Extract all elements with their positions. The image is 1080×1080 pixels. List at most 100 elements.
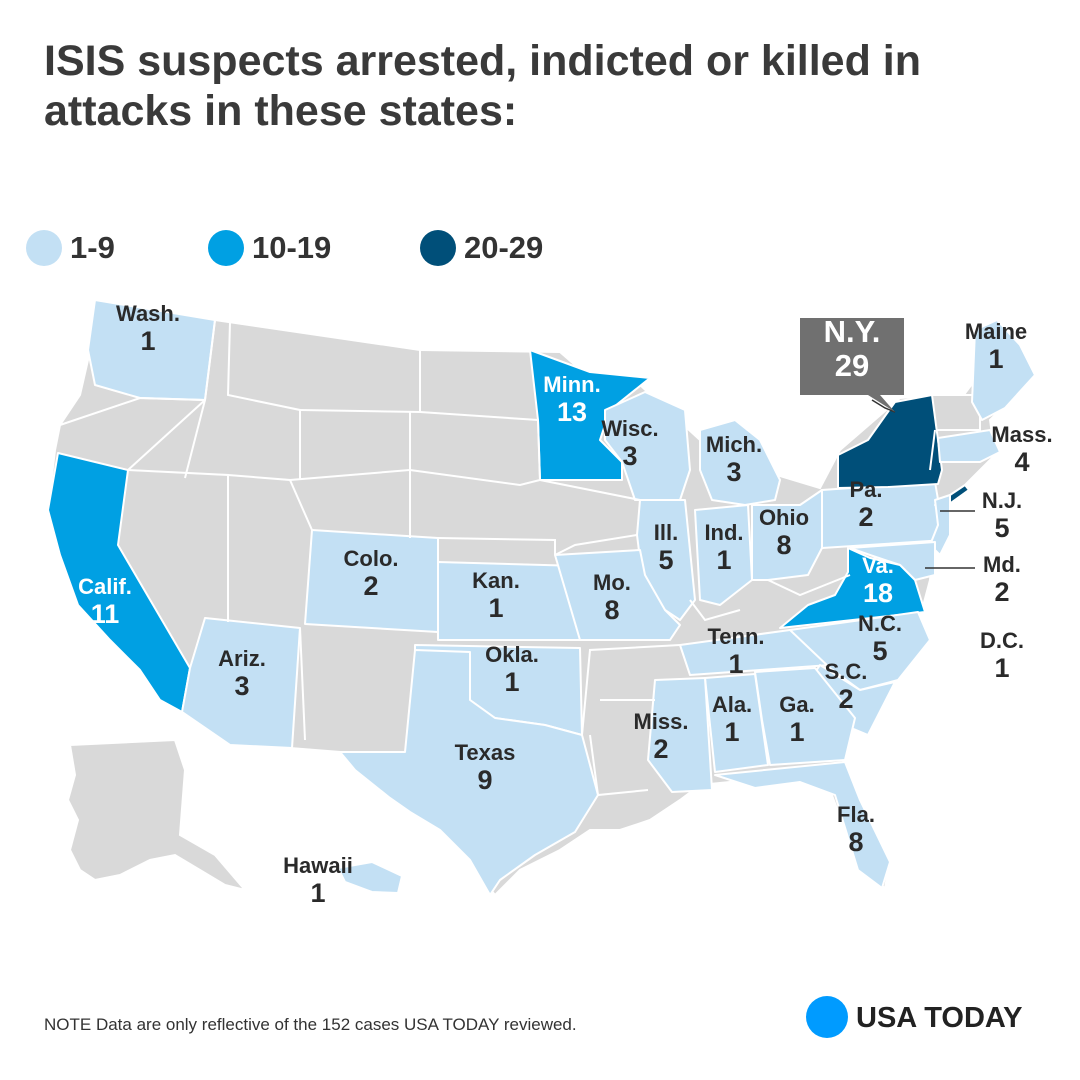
brand-circle-icon (806, 996, 848, 1038)
state-name-ohio: Ohio (759, 505, 809, 530)
state-name-maine: Maine (965, 319, 1027, 344)
state-maine-shape (971, 319, 1036, 421)
border-line (204, 319, 216, 401)
border-line (767, 574, 851, 597)
border-line (554, 534, 638, 556)
state-name-fla: Fla. (837, 802, 875, 827)
usa-today-logo: USA TODAY (806, 996, 1046, 1040)
state-name-minn: Minn. (543, 372, 600, 397)
state-miss-shape (647, 677, 713, 793)
state-count-ga: 1 (789, 717, 804, 747)
state-name-ga: Ga. (779, 692, 814, 717)
state-count-wisc: 3 (622, 441, 637, 471)
state-name-tenn: Tenn. (707, 624, 764, 649)
state-texas-shape (339, 649, 599, 896)
state-count-ind: 1 (716, 545, 731, 575)
border-line (409, 419, 542, 487)
state-name-texas: Texas (455, 740, 516, 765)
state-name-okla: Okla. (485, 642, 539, 667)
state-count-hawaii: 1 (310, 878, 325, 908)
state-count-sc: 2 (838, 684, 853, 714)
state-count-nc: 5 (872, 636, 887, 666)
state-calif-shape (47, 452, 191, 713)
border-line (184, 399, 206, 479)
state-count-mo: 8 (604, 595, 619, 625)
state-name-dc: D.C. (980, 628, 1024, 653)
state-name-ala: Ala. (712, 692, 752, 717)
state-name-sc: S.C. (825, 659, 868, 684)
state-count-va: 18 (863, 578, 893, 608)
border-line (539, 479, 641, 501)
state-count-minn: 13 (557, 397, 587, 427)
legend-swatch-light (26, 230, 62, 266)
border-line (419, 411, 539, 421)
state-count-calif: 11 (91, 599, 120, 629)
state-borders (59, 319, 936, 797)
state-count-ala: 1 (724, 717, 739, 747)
border-line (59, 396, 206, 426)
border-line (581, 644, 681, 736)
border-line (127, 399, 206, 471)
state-count-ariz: 3 (234, 671, 249, 701)
state-count-dc: 1 (994, 653, 1009, 683)
legend-label: 1-9 (70, 230, 115, 265)
state-count-miss: 2 (653, 734, 668, 764)
state-va-shape (779, 547, 926, 629)
legend: 1-9 10-19 20-29 (26, 228, 726, 268)
state-name-md: Md. (983, 552, 1021, 577)
state-count-md: 2 (994, 577, 1009, 607)
state-name-pa: Pa. (849, 477, 882, 502)
state-count-ill: 5 (658, 545, 673, 575)
state-name-ny: N.Y. (824, 314, 881, 349)
state-mass-shape (937, 429, 1001, 463)
ny-callout-box (800, 318, 904, 412)
border-line (437, 537, 556, 555)
state-count-wash: 1 (140, 326, 155, 356)
state-count-mich: 3 (726, 457, 741, 487)
state-mo-shape (554, 549, 681, 641)
legend-swatch-medium (208, 230, 244, 266)
state-fla-shape (714, 761, 891, 889)
state-count-okla: 1 (504, 667, 519, 697)
border-line (299, 627, 306, 741)
state-nc-shape (789, 611, 931, 691)
border-line (226, 321, 301, 480)
state-name-ind: Ind. (704, 520, 743, 545)
state-count-maine: 1 (988, 344, 1003, 374)
state-count-fla: 8 (848, 827, 863, 857)
state-count-texas: 9 (477, 765, 492, 795)
callout-line-ny (871, 399, 896, 413)
state-count-ohio: 8 (776, 530, 791, 560)
state-name-nj: N.J. (982, 488, 1022, 513)
state-count-colo: 2 (363, 571, 378, 601)
state-name-nc: N.C. (858, 611, 902, 636)
footnote: NOTE Data are only reflective of the 152… (44, 1015, 577, 1034)
legend-label: 20-29 (464, 230, 544, 265)
state-name-colo: Colo. (344, 546, 399, 571)
state-name-mass: Mass. (991, 422, 1052, 447)
headline: ISIS suspects arrested, indicted or kill… (44, 37, 922, 135)
state-name-kan: Kan. (472, 568, 520, 593)
state-ny-shape (837, 394, 943, 489)
state-hawaii-shape (337, 861, 403, 894)
state-name-mich: Mich. (706, 432, 762, 457)
state-name-miss: Miss. (633, 709, 688, 734)
state-name-wash: Wash. (116, 301, 180, 326)
border-line (689, 599, 741, 622)
state-name-ariz: Ariz. (218, 646, 266, 671)
legend-label: 10-19 (252, 230, 332, 265)
state-name-wisc: Wisc. (601, 416, 658, 441)
state-mich-shape (699, 419, 781, 506)
callout-lines (871, 399, 975, 569)
state-ala-shape (704, 673, 769, 773)
state-pa-shape (821, 481, 946, 549)
state-ind-shape (694, 504, 753, 606)
brand-name: USA TODAY (856, 1002, 1023, 1034)
state-nj-shape (929, 494, 951, 556)
state-count-tenn: 1 (728, 649, 743, 679)
state-ill-shape (636, 499, 696, 621)
state-count-pa: 2 (858, 502, 873, 532)
state-count-ny: 29 (835, 348, 869, 383)
